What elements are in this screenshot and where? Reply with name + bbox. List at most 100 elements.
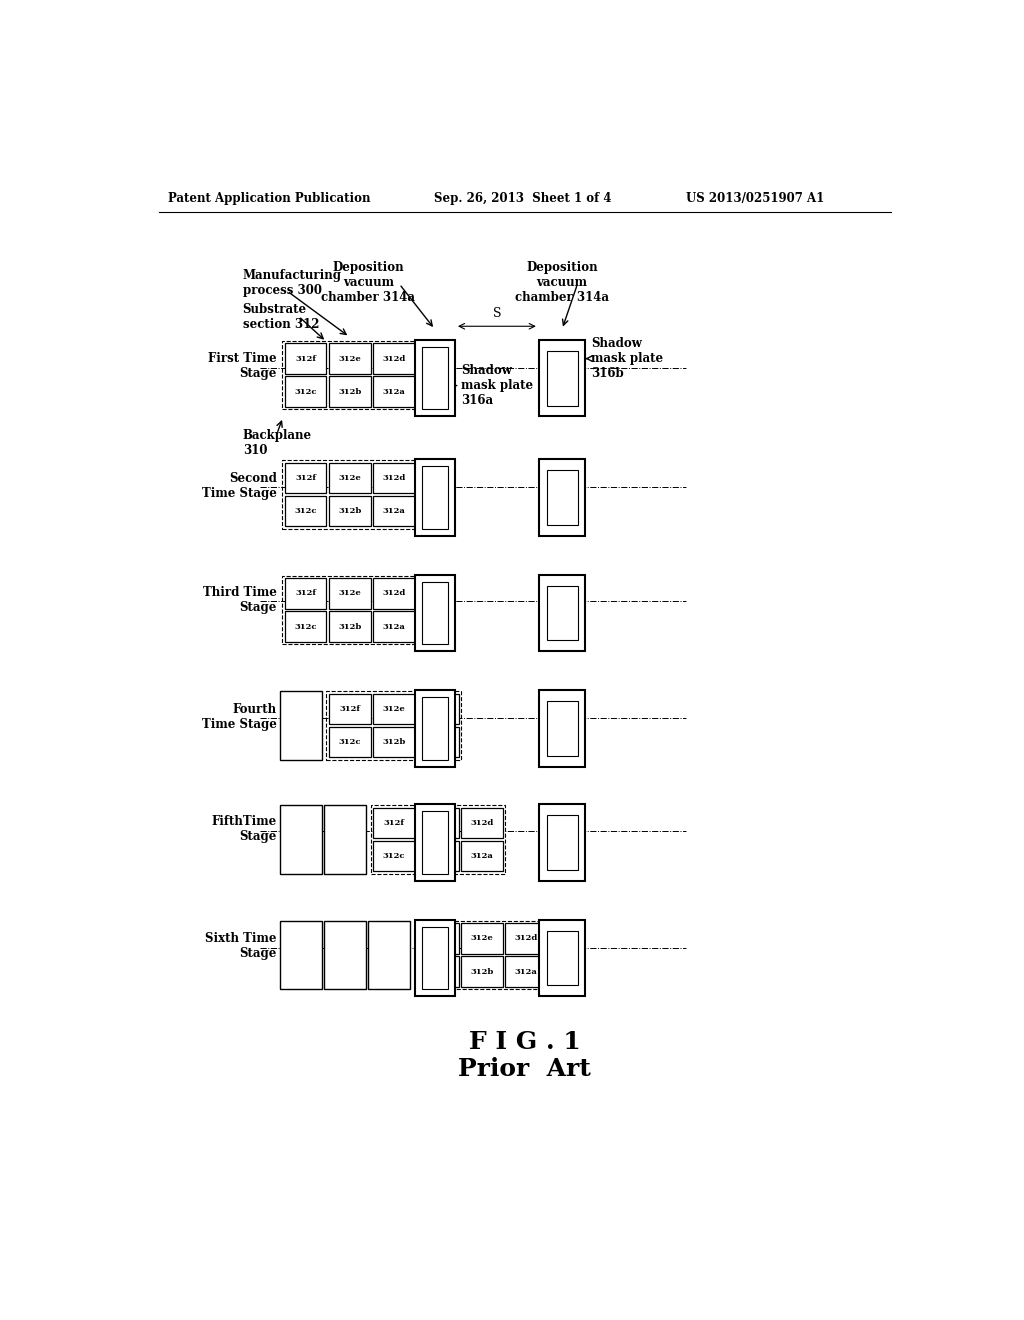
Text: 312f: 312f (295, 474, 316, 482)
Text: Third Time
Stage: Third Time Stage (203, 586, 276, 614)
Bar (373, 808, 415, 838)
Bar (422, 582, 449, 644)
Bar (461, 808, 503, 838)
Bar (417, 841, 459, 871)
Text: S: S (493, 308, 501, 321)
Bar (373, 726, 415, 758)
Bar (417, 956, 459, 987)
Text: 312e: 312e (382, 705, 406, 713)
Text: Second
Time Stage: Second Time Stage (202, 471, 276, 500)
Bar (371, 805, 506, 874)
Bar (373, 462, 415, 494)
Text: 312d: 312d (382, 590, 406, 598)
Text: Sep. 26, 2013  Sheet 1 of 4: Sep. 26, 2013 Sheet 1 of 4 (434, 191, 611, 205)
Bar (547, 586, 578, 640)
Bar (373, 376, 415, 407)
Text: 312d: 312d (470, 818, 494, 826)
Bar (461, 956, 503, 987)
Bar (373, 496, 415, 527)
Text: 312a: 312a (382, 388, 406, 396)
Bar (285, 376, 327, 407)
Text: Patent Application Publication: Patent Application Publication (168, 191, 371, 205)
Bar (539, 459, 586, 536)
Bar (329, 693, 371, 725)
Text: 312b: 312b (338, 388, 361, 396)
Bar (329, 726, 371, 758)
Bar (422, 812, 449, 874)
Bar (547, 701, 578, 756)
Text: 312d: 312d (426, 705, 450, 713)
Bar (539, 341, 586, 416)
Text: 312d: 312d (382, 355, 406, 363)
Bar (373, 343, 415, 374)
Bar (329, 578, 371, 609)
Text: 312a: 312a (515, 968, 538, 975)
Text: 312c: 312c (383, 851, 406, 861)
Bar (417, 693, 459, 725)
Text: Shadow
mask plate
316a: Shadow mask plate 316a (461, 364, 534, 407)
Bar (417, 693, 459, 725)
Bar (506, 923, 547, 954)
Bar (539, 576, 586, 651)
Bar (373, 496, 415, 527)
Text: 312c: 312c (294, 388, 316, 396)
Bar (329, 343, 371, 374)
Bar (506, 956, 547, 987)
Text: 312a: 312a (382, 623, 406, 631)
Text: 312a: 312a (471, 851, 494, 861)
Bar (329, 462, 371, 494)
Bar (324, 805, 366, 874)
Bar (422, 697, 449, 760)
Bar (329, 726, 371, 758)
Bar (373, 693, 415, 725)
Text: 312e: 312e (338, 590, 361, 598)
Text: 312e: 312e (471, 935, 494, 942)
Bar (373, 841, 415, 871)
Text: 312e: 312e (338, 474, 361, 482)
Text: 312d: 312d (515, 935, 538, 942)
Bar (280, 692, 322, 760)
Bar (417, 841, 459, 871)
Text: 312c: 312c (294, 507, 316, 515)
Bar (329, 611, 371, 642)
Text: Sixth Time
Stage: Sixth Time Stage (205, 932, 276, 960)
Text: 312f: 312f (383, 818, 404, 826)
Bar (417, 726, 459, 758)
Bar (461, 923, 503, 954)
Text: 312d: 312d (382, 474, 406, 482)
Text: Substrate
section 312: Substrate section 312 (243, 304, 319, 331)
Bar (417, 808, 459, 838)
Bar (539, 920, 586, 997)
Text: 312f: 312f (295, 355, 316, 363)
Text: 312c: 312c (294, 623, 316, 631)
Text: 312b: 312b (426, 851, 450, 861)
Bar (506, 923, 547, 954)
Bar (373, 726, 415, 758)
Bar (285, 343, 327, 374)
Bar (373, 841, 415, 871)
Bar (415, 690, 455, 767)
Bar (461, 841, 503, 871)
Bar (422, 466, 449, 529)
Text: F I G . 1: F I G . 1 (469, 1031, 581, 1055)
Text: US 2013/0251907 A1: US 2013/0251907 A1 (686, 191, 824, 205)
Bar (547, 351, 578, 405)
Bar (461, 923, 503, 954)
Text: Backplane
310: Backplane 310 (243, 429, 312, 458)
Text: 312b: 312b (338, 623, 361, 631)
Bar (324, 921, 366, 989)
Text: 312f: 312f (295, 590, 316, 598)
Bar (373, 343, 415, 374)
Bar (506, 956, 547, 987)
Bar (373, 578, 415, 609)
Text: Prior  Art: Prior Art (459, 1056, 591, 1081)
Bar (373, 611, 415, 642)
Bar (285, 496, 327, 527)
Bar (539, 690, 586, 767)
Bar (461, 808, 503, 838)
Bar (461, 956, 503, 987)
Bar (329, 496, 371, 527)
Text: Fourth
Time Stage: Fourth Time Stage (202, 702, 276, 731)
Text: 312a: 312a (382, 507, 406, 515)
Bar (417, 923, 459, 954)
